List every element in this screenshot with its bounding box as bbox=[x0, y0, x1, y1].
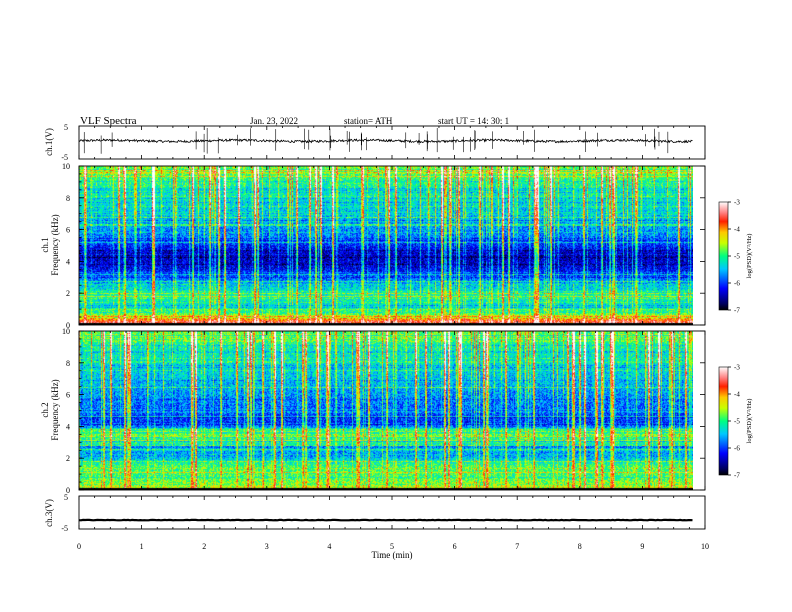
ch2-spectrogram-ytick-label: 8 bbox=[66, 359, 70, 368]
ch2-spectrogram-ytick-label: 10 bbox=[62, 327, 70, 336]
ch2-spectrogram-ytick-label: 2 bbox=[66, 454, 70, 463]
ch1-colorbar-tick-label: -4 bbox=[734, 226, 740, 234]
ch2-colorbar-tick-label: -7 bbox=[734, 472, 740, 480]
ch2-spectrogram-image bbox=[79, 331, 693, 490]
ch1-colorbar: -7 -6 -5 -4 -3 log(PSD)(V²/Hz) bbox=[719, 199, 753, 315]
ch2-spectrogram-ylabel-channel: ch.2 bbox=[40, 402, 50, 417]
time-axis-tick-label: 6 bbox=[453, 542, 457, 551]
ch1-colorbar-gradient bbox=[719, 202, 728, 310]
ch1-spectrogram-ylabel-frequency: Frequency (kHz) bbox=[50, 214, 60, 275]
ch1-waveform-xticks bbox=[79, 126, 705, 159]
ch1-waveform-frame bbox=[79, 126, 705, 159]
ch2-colorbar-tick-label: -4 bbox=[734, 391, 740, 399]
ch3-ytick-bottom: -5 bbox=[61, 524, 68, 533]
ch2-spectrogram-ytick-label: 4 bbox=[66, 422, 70, 431]
ch2-colorbar-tick-label: -5 bbox=[734, 418, 740, 426]
vlf-figure: VLF Spectra Jan. 23, 2022 station= ATH s… bbox=[0, 0, 792, 612]
time-axis-tick-label: 7 bbox=[515, 542, 519, 551]
ch1-colorbar-tick-label: -3 bbox=[734, 199, 740, 207]
ch1-spectrogram-ytick-label: 6 bbox=[66, 226, 70, 235]
ch1-ytick-top: 5 bbox=[64, 123, 68, 132]
ch3-waveform-line bbox=[79, 520, 693, 521]
time-axis-tick-label: 1 bbox=[140, 542, 144, 551]
ch2-colorbar-tick-label: -3 bbox=[734, 364, 740, 372]
ch1-spectrogram-ytick-label: 2 bbox=[66, 289, 70, 298]
ch2-colorbar-gradient bbox=[719, 367, 728, 475]
ch1-waveform-panel: 5 -5 ch.1(V) bbox=[44, 123, 705, 162]
time-axis-tick-label: 2 bbox=[202, 542, 206, 551]
time-axis-tick-label: 4 bbox=[327, 542, 331, 551]
station-label: station= ATH bbox=[344, 116, 393, 126]
ch2-colorbar-ticks: -7 -6 -5 -4 -3 bbox=[728, 364, 740, 480]
ch1-colorbar-tick-label: -6 bbox=[734, 280, 740, 288]
time-axis-tick-label: 3 bbox=[265, 542, 269, 551]
ch1-ytick-bottom: -5 bbox=[61, 153, 68, 162]
time-axis-tick-label: 0 bbox=[77, 542, 81, 551]
ch2-colorbar-label: log(PSD)(V²/Hz) bbox=[746, 399, 753, 444]
ch1-waveform-line bbox=[79, 139, 693, 143]
ch3-waveform-panel: 5 -5 ch.3(V) 0 1 2 3 4 5 6 7 8 9 10 Time (min) bbox=[44, 493, 709, 560]
ch2-colorbar: -7 -6 -5 -4 -3 log(PSD)(V²/Hz) bbox=[719, 364, 753, 480]
ch1-spectrogram-ylabel-channel: ch.1 bbox=[40, 237, 50, 252]
date-label: Jan. 23, 2022 bbox=[250, 116, 298, 126]
ch3-waveform-xticks: 0 1 2 3 4 5 6 7 8 9 10 bbox=[77, 496, 709, 551]
ch1-colorbar-ticks: -7 -6 -5 -4 -3 bbox=[728, 199, 740, 315]
ch1-colorbar-tick-label: -7 bbox=[734, 307, 740, 315]
time-axis-label: Time (min) bbox=[372, 550, 413, 560]
vlf-figure-svg: VLF Spectra Jan. 23, 2022 station= ATH s… bbox=[0, 0, 792, 612]
ch3-ytick-top: 5 bbox=[64, 493, 68, 502]
start-time-label: start UT = 14: 30: 1 bbox=[438, 116, 509, 126]
ch2-colorbar-tick-label: -6 bbox=[734, 445, 740, 453]
ch3-waveform-frame bbox=[79, 496, 705, 529]
ch2-spectrogram-ytick-label: 6 bbox=[66, 391, 70, 400]
ch3-waveform-ylabel: ch.3(V) bbox=[44, 499, 54, 527]
ch1-spectrogram-ytick-label: 4 bbox=[66, 257, 70, 266]
ch1-spectrogram-image bbox=[79, 166, 693, 325]
ch1-spectrogram-ytick-label: 10 bbox=[62, 162, 70, 171]
time-axis-tick-label: 9 bbox=[640, 542, 644, 551]
ch2-spectrogram-ylabel-frequency: Frequency (kHz) bbox=[50, 379, 60, 440]
ch1-spectrogram-ytick-label: 8 bbox=[66, 194, 70, 203]
time-axis-tick-label: 10 bbox=[701, 542, 709, 551]
ch1-colorbar-tick-label: -5 bbox=[734, 253, 740, 261]
ch1-colorbar-label: log(PSD)(V²/Hz) bbox=[746, 234, 753, 279]
figure-title: VLF Spectra bbox=[80, 115, 137, 127]
ch1-waveform-ylabel: ch.1(V) bbox=[44, 128, 54, 156]
time-axis-tick-label: 8 bbox=[578, 542, 582, 551]
